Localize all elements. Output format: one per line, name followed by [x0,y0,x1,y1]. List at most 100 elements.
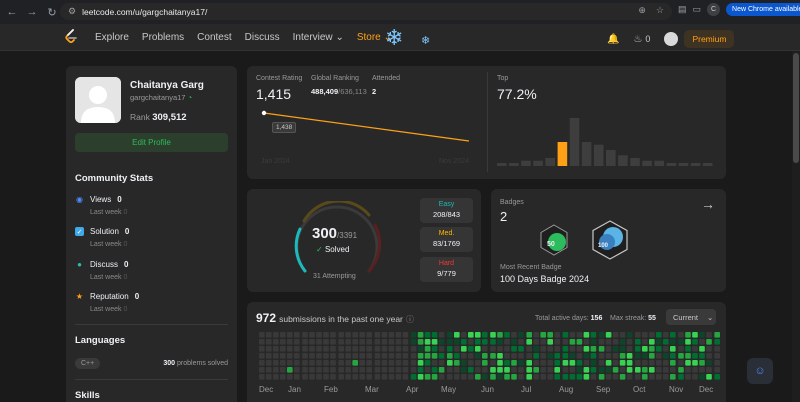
heatmap-cell[interactable] [685,346,691,352]
heatmap-cell[interactable] [352,360,358,366]
heatmap-cell[interactable] [649,346,655,352]
heatmap-cell[interactable] [518,374,524,380]
heatmap-cell[interactable] [280,346,286,352]
heatmap-cell[interactable] [685,367,691,373]
heatmap-cell[interactable] [294,374,300,380]
heatmap-cell[interactable] [266,332,272,338]
nav-discuss[interactable]: Discuss [244,32,280,43]
heatmap-cell[interactable] [345,353,351,359]
heatmap-cell[interactable] [504,360,510,366]
heatmap-cell[interactable] [649,339,655,345]
nav-explore[interactable]: Explore [95,32,129,43]
heatmap-cell[interactable] [518,367,524,373]
zoom-icon[interactable]: ⊕ [638,5,646,15]
heatmap-cell[interactable] [497,360,503,366]
heatmap-cell[interactable] [482,332,488,338]
heatmap-cell[interactable] [619,353,626,359]
heatmap-cell[interactable] [714,374,720,380]
heatmap-cell[interactable] [402,339,409,345]
heatmap-cell[interactable] [583,332,590,338]
heatmap-cell[interactable] [438,332,445,338]
heatmap-cell[interactable] [410,367,417,373]
heatmap-cell[interactable] [302,353,308,359]
heatmap-cell[interactable] [461,374,467,380]
heatmap-cell[interactable] [685,332,691,338]
heatmap-cell[interactable] [287,353,293,359]
nav-interview[interactable]: Interview ⌄ [292,32,344,43]
heatmap-cell[interactable] [475,374,481,380]
heatmap-cell[interactable] [330,332,336,338]
new-chrome-button[interactable]: New Chrome available [726,3,800,16]
heatmap-cell[interactable] [468,332,474,338]
heatmap-cell[interactable] [280,339,286,345]
heatmap-cell[interactable] [692,339,698,345]
heatmap-cell[interactable] [598,360,605,366]
heatmap-cell[interactable] [294,332,300,338]
heatmap-cell[interactable] [287,346,293,352]
heatmap-cell[interactable] [583,339,590,345]
heatmap-cell[interactable] [490,353,496,359]
heatmap-cell[interactable] [302,367,308,373]
heatmap-cell[interactable] [417,332,424,338]
heatmap-cell[interactable] [583,360,590,366]
heatmap-cell[interactable] [518,339,524,345]
heatmap-cell[interactable] [273,374,279,380]
heatmap-cell[interactable] [424,367,431,373]
nav-problems[interactable]: Problems [141,32,185,43]
heatmap-cell[interactable] [670,374,676,380]
heatmap-cell[interactable] [410,360,417,366]
heatmap-cell[interactable] [302,346,308,352]
heatmap-cell[interactable] [642,339,648,345]
heatmap-cell[interactable] [583,353,590,359]
heatmap-cell[interactable] [504,353,510,359]
heatmap-cell[interactable] [309,339,315,345]
heatmap-cell[interactable] [395,346,402,352]
heatmap-cell[interactable] [649,360,655,366]
heatmap-cell[interactable] [330,353,336,359]
heatmap-cell[interactable] [605,360,612,366]
heatmap-cell[interactable] [266,339,272,345]
heatmap-cell[interactable] [345,360,351,366]
heatmap-cell[interactable] [635,374,641,380]
heatmap-cell[interactable] [642,346,648,352]
heatmap-cell[interactable] [649,367,655,373]
heatmap-cell[interactable] [323,374,329,380]
heatmap-cell[interactable] [714,360,720,366]
heatmap-cell[interactable] [547,374,553,380]
heatmap-cell[interactable] [590,360,597,366]
heatmap-cell[interactable] [569,346,576,352]
heatmap-cell[interactable] [454,367,460,373]
heatmap-cell[interactable] [395,374,402,380]
heatmap-cell[interactable] [635,353,641,359]
heatmap-cell[interactable] [547,367,553,373]
heatmap-cell[interactable] [663,339,669,345]
heatmap-cell[interactable] [699,332,705,338]
heatmap-cell[interactable] [490,346,496,352]
heatmap-cell[interactable] [590,367,597,373]
heatmap-cell[interactable] [649,353,655,359]
heatmap-cell[interactable] [345,367,351,373]
heatmap-cell[interactable] [330,360,336,366]
heatmap-cell[interactable] [359,353,365,359]
heatmap-cell[interactable] [714,346,720,352]
heatmap-cell[interactable] [554,346,560,352]
heatmap-cell[interactable] [569,367,576,373]
heatmap-cell[interactable] [562,339,569,345]
heatmap-cell[interactable] [714,339,720,345]
heatmap-cell[interactable] [554,332,560,338]
heatmap-cell[interactable] [330,374,336,380]
heatmap-cell[interactable] [706,346,712,352]
heatmap-cell[interactable] [454,360,460,366]
heatmap-cell[interactable] [475,360,481,366]
heatmap-cell[interactable] [649,374,655,380]
heatmap-cell[interactable] [612,339,619,345]
heatmap-cell[interactable] [410,346,417,352]
heatmap-cell[interactable] [461,367,467,373]
heatmap-cell[interactable] [569,374,576,380]
heatmap-cell[interactable] [692,353,698,359]
heatmap-cell[interactable] [294,346,300,352]
heatmap-cell[interactable] [576,367,583,373]
heatmap-cell[interactable] [511,339,517,345]
heatmap-cell[interactable] [663,332,669,338]
heatmap-cell[interactable] [699,353,705,359]
